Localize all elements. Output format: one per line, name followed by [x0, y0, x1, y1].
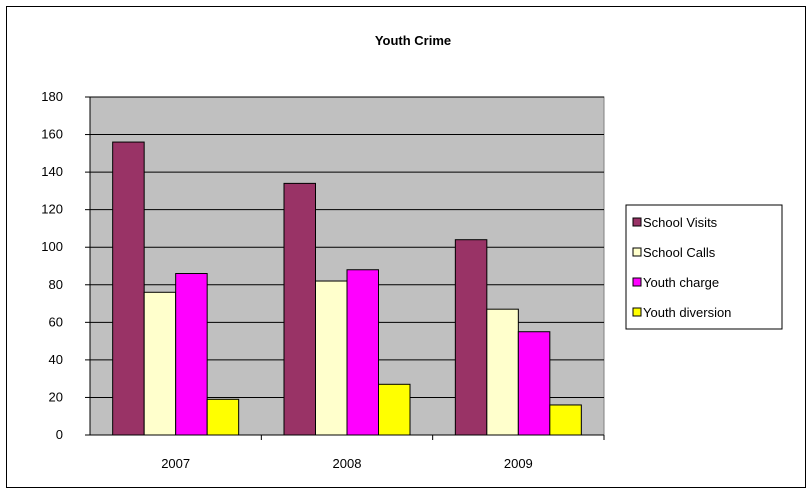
legend: School Visits School Calls Youth charge You…: [625, 204, 783, 330]
y-tick-label: 80: [49, 277, 63, 292]
bar: [315, 280, 348, 436]
bar: [206, 398, 240, 436]
y-tick-label: 140: [41, 164, 63, 179]
bar: [143, 291, 177, 436]
y-tick-label: 40: [49, 352, 63, 367]
legend-swatch: [632, 247, 642, 257]
y-tick-label: 0: [56, 427, 63, 442]
legend-label: Youth diversion: [643, 305, 731, 320]
x-tick-label: 2008: [333, 456, 362, 471]
bar: [454, 239, 488, 436]
legend-label: Youth charge: [643, 275, 719, 290]
legend-swatch: [632, 277, 642, 287]
legend-swatch: [632, 217, 642, 227]
legend-box: [625, 204, 783, 330]
x-tick-label: 2009: [504, 456, 533, 471]
legend-label: School Visits: [643, 215, 718, 230]
y-tick-label: 100: [41, 239, 63, 254]
bar: [175, 273, 208, 436]
bar: [486, 308, 519, 436]
y-tick-label: 120: [41, 202, 63, 217]
plot-area: 0 20 40 60 80 100 120 140 160 180 2007 2008 2009: [41, 89, 605, 471]
bar: [346, 269, 379, 436]
bar: [517, 331, 551, 436]
y-tick-label: 20: [49, 389, 63, 404]
y-tick-label: 160: [41, 127, 63, 142]
y-tick-label: 60: [49, 314, 63, 329]
y-tick-label: 180: [41, 89, 63, 104]
bar: [283, 182, 316, 436]
legend-swatch: [632, 307, 642, 317]
bar: [549, 404, 582, 436]
x-tick-label: 2007: [161, 456, 190, 471]
legend-label: School Calls: [643, 245, 716, 260]
bar: [378, 383, 411, 436]
bar: [112, 141, 145, 436]
chart-title: Youth Crime: [375, 33, 451, 48]
